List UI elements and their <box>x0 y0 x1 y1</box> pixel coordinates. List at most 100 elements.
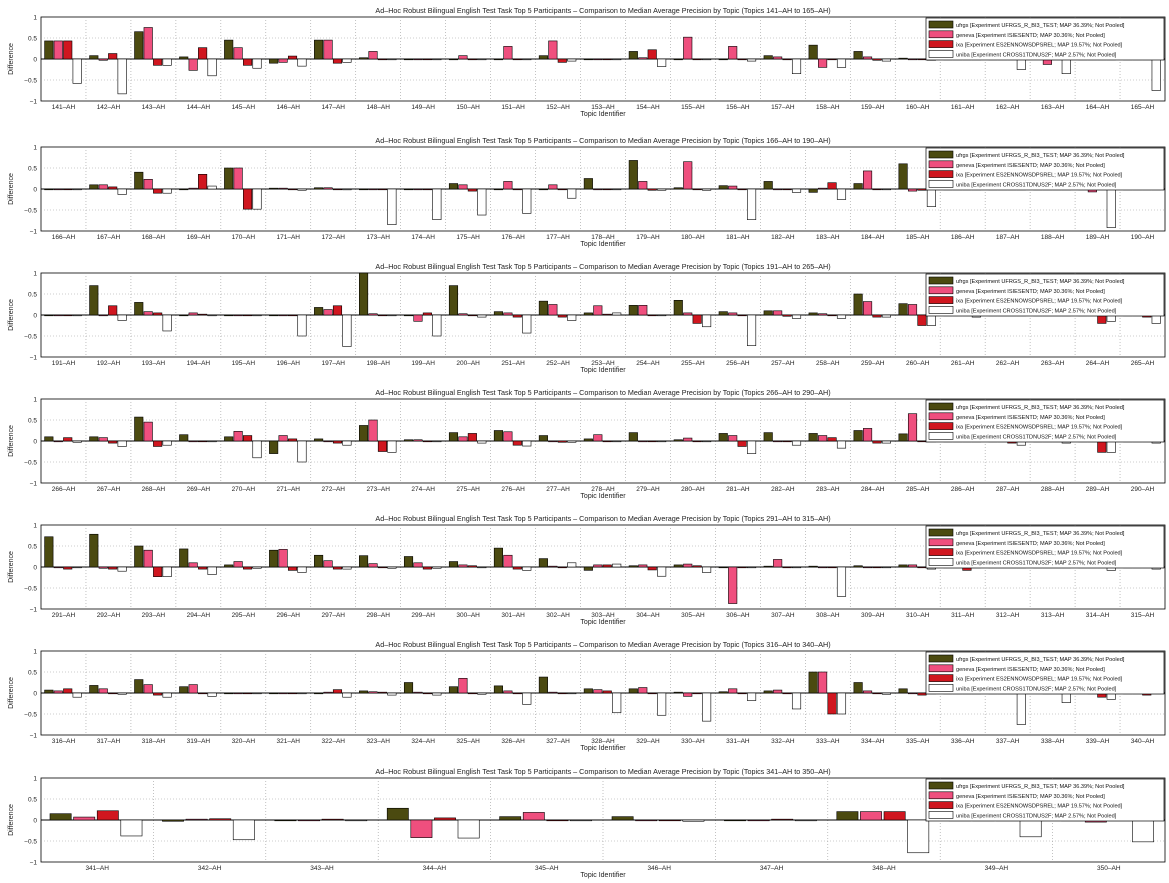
bar-ufrgs <box>224 564 234 568</box>
x-tick-label: 307–AH <box>771 612 795 619</box>
bar-uniba <box>567 440 577 443</box>
bar-ixa <box>243 566 253 570</box>
bar-ixa <box>782 188 792 191</box>
bar-ufrgs <box>269 187 279 190</box>
x-tick-label: 282–AH <box>771 486 795 493</box>
bar-geneva <box>323 560 333 568</box>
bar-uniba <box>522 566 532 571</box>
x-tick-label: 254–AH <box>636 360 660 367</box>
bar-uniba <box>207 440 217 443</box>
x-tick-label: 298–AH <box>366 612 390 619</box>
bar-geneva <box>278 692 288 695</box>
bar-uniba <box>1016 692 1026 725</box>
bar-ufrgs <box>718 58 728 61</box>
legend: ufrgs [Experiment UFRGS_R_BI3_TEST; MAP … <box>925 525 1165 569</box>
bar-ixa <box>917 692 927 696</box>
y-tick-label: −1 <box>30 99 38 106</box>
x-tick-label: 192–AH <box>97 360 121 367</box>
bar-ufrgs <box>628 688 638 694</box>
bar-ixa <box>872 692 882 695</box>
x-tick-label: 299–AH <box>411 612 435 619</box>
bar-ufrgs <box>538 558 548 568</box>
bar-geneva <box>143 27 153 60</box>
x-tick-label: 161–AH <box>951 104 975 111</box>
x-tick-label: 149–AH <box>411 104 435 111</box>
x-tick-label: 295–AH <box>232 612 256 619</box>
legend-swatch-ufrgs <box>928 781 954 790</box>
x-tick-label: 276–AH <box>501 486 525 493</box>
x-tick-label: 326–AH <box>501 738 525 745</box>
bar-geneva <box>503 46 513 60</box>
bar-uniba <box>207 692 217 697</box>
legend-label-ixa: ixa [Experiment ES2ENNOWSDPSREL; MAP 19.… <box>956 425 1123 431</box>
bar-uniba <box>881 58 891 62</box>
bar-ixa <box>872 314 882 318</box>
bar-ixa <box>771 818 794 821</box>
x-tick-label: 285–AH <box>906 486 930 493</box>
bar-ufrgs <box>89 685 99 694</box>
x-tick-label: 189–AH <box>1086 234 1110 241</box>
y-tick-label: −0.5 <box>24 78 37 85</box>
bar-uniba <box>522 440 532 447</box>
x-tick-label: 330–AH <box>681 738 705 745</box>
bar-ufrgs <box>89 285 99 316</box>
bar-ixa <box>153 440 163 447</box>
bar-ufrgs <box>493 430 503 442</box>
bar-ixa <box>108 440 118 444</box>
bar-ixa <box>647 440 657 443</box>
bar-uniba <box>342 692 352 698</box>
bar-geneva <box>728 46 738 60</box>
chart-panel: Ad–Hoc Robust Bilingual English Test Tas… <box>8 640 1166 752</box>
bar-geneva <box>458 313 468 316</box>
y-tick-label: 0 <box>33 57 37 64</box>
bar-geneva <box>53 690 63 694</box>
bar-geneva <box>593 689 603 694</box>
x-tick-label: 164–AH <box>1086 104 1110 111</box>
bar-geneva <box>548 691 558 694</box>
bar-geneva <box>458 184 468 190</box>
bar-geneva <box>728 185 738 190</box>
x-tick-label: 166–AH <box>52 234 76 241</box>
bar-ixa <box>63 437 73 442</box>
x-tick-label: 309–AH <box>861 612 885 619</box>
x-tick-label: 264–AH <box>1086 360 1110 367</box>
bar-ufrgs <box>359 555 369 568</box>
bar-ixa <box>63 688 73 694</box>
x-tick-label: 153–AH <box>591 104 615 111</box>
bar-ixa <box>377 188 387 191</box>
x-tick-label: 301–AH <box>501 612 525 619</box>
bar-ixa <box>557 188 567 191</box>
bar-ixa <box>377 566 387 569</box>
bar-ixa <box>647 188 657 191</box>
bar-uniba <box>1132 819 1154 843</box>
x-tick-label: 178–AH <box>591 234 615 241</box>
bar-geneva <box>413 58 423 61</box>
bar-ixa <box>377 691 387 694</box>
bar-ixa <box>108 566 118 570</box>
y-tick-label: 1 <box>33 776 37 783</box>
bar-ixa <box>917 188 927 191</box>
bar-geneva <box>863 170 873 190</box>
bar-geneva <box>593 305 603 316</box>
bar-ufrgs <box>673 691 683 694</box>
bar-uniba <box>522 692 532 705</box>
legend-box <box>925 273 1165 317</box>
bar-ufrgs <box>763 565 773 568</box>
legend-label-ufrgs: ufrgs [Experiment UFRGS_R_BI3_TEST; MAP … <box>956 153 1125 159</box>
bar-ixa <box>557 566 567 569</box>
bar-uniba <box>252 188 262 210</box>
bar-geneva <box>728 688 738 694</box>
bar-ixa <box>827 437 837 442</box>
bar-ixa <box>512 692 522 695</box>
bar-ixa <box>377 314 387 317</box>
bar-ixa <box>883 811 906 821</box>
x-tick-label: 187–AH <box>996 234 1020 241</box>
y-tick-label: 0 <box>33 818 37 825</box>
bar-geneva <box>503 431 513 442</box>
bar-ufrgs <box>808 44 818 60</box>
bar-ixa <box>692 314 702 324</box>
legend-label-ufrgs: ufrgs [Experiment UFRGS_R_BI3_TEST; MAP … <box>956 657 1125 663</box>
bar-ixa <box>782 566 792 569</box>
y-axis-label: Difference <box>8 43 15 75</box>
x-tick-label: 342–AH <box>198 865 222 872</box>
